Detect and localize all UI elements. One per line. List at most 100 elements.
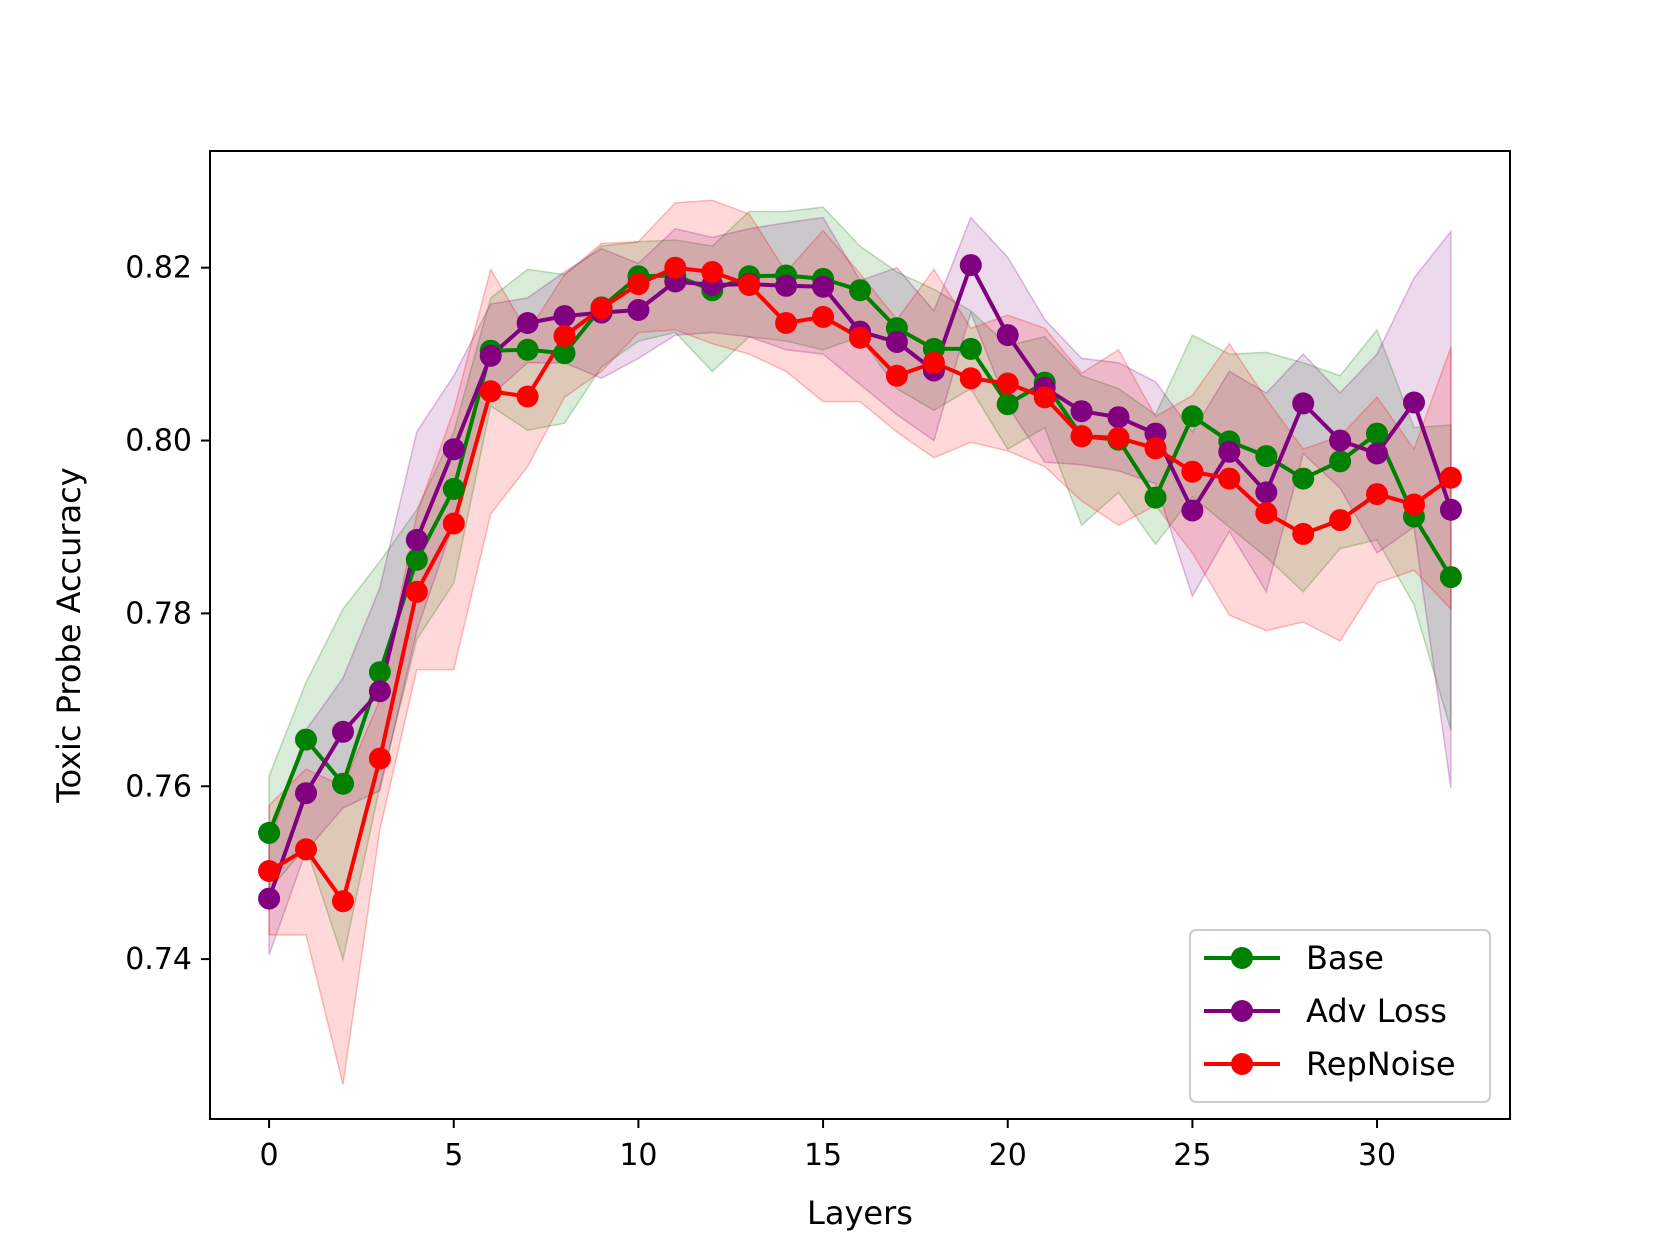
point-adv-loss bbox=[1366, 442, 1388, 465]
point-base bbox=[1292, 467, 1315, 490]
point-adv-loss bbox=[516, 312, 539, 334]
point-repnoise bbox=[812, 305, 835, 328]
point-adv-loss bbox=[405, 528, 428, 551]
point-repnoise bbox=[590, 297, 613, 320]
point-adv-loss bbox=[1292, 392, 1315, 415]
point-base bbox=[996, 393, 1019, 416]
point-repnoise bbox=[1218, 467, 1241, 490]
point-base bbox=[553, 342, 576, 365]
point-adv-loss bbox=[1329, 429, 1352, 452]
point-repnoise bbox=[1107, 426, 1130, 449]
point-adv-loss bbox=[368, 680, 391, 703]
point-repnoise bbox=[442, 512, 465, 535]
point-adv-loss bbox=[258, 887, 281, 910]
band-repnoise bbox=[268, 199, 1452, 1085]
x-axis-label: Layers bbox=[807, 1194, 913, 1232]
point-repnoise bbox=[664, 256, 687, 279]
point-repnoise bbox=[405, 580, 428, 603]
point-base bbox=[332, 772, 354, 795]
point-repnoise bbox=[516, 385, 539, 408]
point-adv-loss bbox=[1255, 481, 1278, 504]
x-axis-ticks: 0 5 10 15 20 25 30 bbox=[260, 1119, 1396, 1173]
point-adv-loss bbox=[1218, 440, 1241, 463]
point-repnoise bbox=[959, 367, 982, 390]
point-repnoise bbox=[1255, 502, 1278, 525]
point-adv-loss bbox=[775, 274, 798, 297]
point-base bbox=[849, 279, 871, 302]
point-repnoise bbox=[849, 326, 871, 349]
y-axis-label: Toxic Probe Accuracy bbox=[50, 467, 88, 803]
point-repnoise bbox=[1292, 522, 1315, 545]
x-tick-label: 20 bbox=[989, 1138, 1027, 1173]
point-repnoise bbox=[1181, 460, 1204, 483]
point-adv-loss bbox=[442, 438, 465, 461]
point-repnoise bbox=[775, 312, 798, 334]
point-base bbox=[959, 337, 982, 360]
legend-marker-adv-loss bbox=[1231, 1000, 1253, 1022]
confidence-bands bbox=[268, 199, 1452, 1085]
point-repnoise bbox=[627, 273, 650, 296]
legend-marker-base bbox=[1231, 947, 1253, 969]
point-base bbox=[295, 728, 317, 751]
point-repnoise bbox=[1070, 425, 1093, 448]
point-base bbox=[1255, 445, 1278, 468]
x-tick-label: 25 bbox=[1173, 1138, 1211, 1173]
point-repnoise bbox=[332, 890, 354, 913]
point-adv-loss bbox=[1439, 498, 1462, 521]
point-repnoise bbox=[258, 860, 281, 882]
x-tick-label: 0 bbox=[260, 1138, 279, 1173]
legend-entry-adv-loss: Adv Loss bbox=[1204, 992, 1447, 1030]
point-base bbox=[368, 661, 391, 684]
y-axis-ticks: 0.74 0.76 0.78 0.80 0.82 bbox=[125, 251, 210, 977]
point-adv-loss bbox=[553, 305, 576, 328]
point-adv-loss bbox=[1181, 499, 1204, 522]
point-base bbox=[1181, 405, 1204, 428]
legend-label-repnoise: RepNoise bbox=[1306, 1045, 1456, 1083]
point-repnoise bbox=[738, 274, 761, 296]
point-repnoise bbox=[701, 261, 724, 283]
x-tick-label: 30 bbox=[1358, 1138, 1396, 1173]
y-tick-label: 0.82 bbox=[125, 251, 192, 286]
point-repnoise bbox=[922, 351, 945, 374]
plot-frame bbox=[209, 150, 1511, 1120]
legend-label-base: Base bbox=[1306, 939, 1384, 977]
point-repnoise bbox=[1329, 509, 1352, 532]
point-repnoise bbox=[295, 838, 317, 861]
point-base bbox=[516, 338, 539, 361]
y-tick-label: 0.76 bbox=[125, 769, 192, 804]
point-repnoise bbox=[479, 380, 502, 403]
point-repnoise bbox=[1033, 386, 1056, 409]
point-base bbox=[405, 548, 428, 571]
point-base bbox=[1329, 450, 1352, 473]
legend-box bbox=[1189, 929, 1491, 1103]
markers-repnoise bbox=[258, 256, 1462, 913]
point-adv-loss bbox=[812, 275, 835, 298]
x-tick-label: 5 bbox=[444, 1138, 463, 1173]
point-adv-loss bbox=[959, 254, 982, 277]
point-repnoise bbox=[368, 747, 391, 770]
point-repnoise bbox=[1403, 493, 1425, 516]
point-adv-loss bbox=[627, 299, 650, 321]
point-base bbox=[442, 477, 465, 500]
point-base bbox=[258, 821, 281, 844]
x-tick-label: 15 bbox=[804, 1138, 842, 1173]
series-markers bbox=[258, 254, 1462, 913]
x-tick-label: 10 bbox=[619, 1138, 657, 1173]
y-tick-label: 0.80 bbox=[125, 424, 192, 459]
point-adv-loss bbox=[1070, 400, 1093, 423]
point-adv-loss bbox=[332, 720, 354, 743]
point-adv-loss bbox=[479, 344, 502, 367]
point-base bbox=[1366, 422, 1388, 445]
point-adv-loss bbox=[1107, 406, 1130, 429]
point-repnoise bbox=[885, 364, 908, 387]
legend-label-adv-loss: Adv Loss bbox=[1306, 992, 1447, 1030]
point-base bbox=[1144, 486, 1167, 509]
legend: Base Adv Loss RepNoise bbox=[1189, 929, 1491, 1103]
legend-entry-base: Base bbox=[1204, 939, 1384, 977]
legend-marker-repnoise bbox=[1231, 1053, 1253, 1075]
point-base bbox=[1439, 566, 1462, 589]
point-repnoise bbox=[1366, 483, 1388, 506]
point-adv-loss bbox=[996, 324, 1019, 347]
point-repnoise bbox=[1144, 437, 1167, 460]
y-tick-label: 0.74 bbox=[125, 942, 192, 977]
